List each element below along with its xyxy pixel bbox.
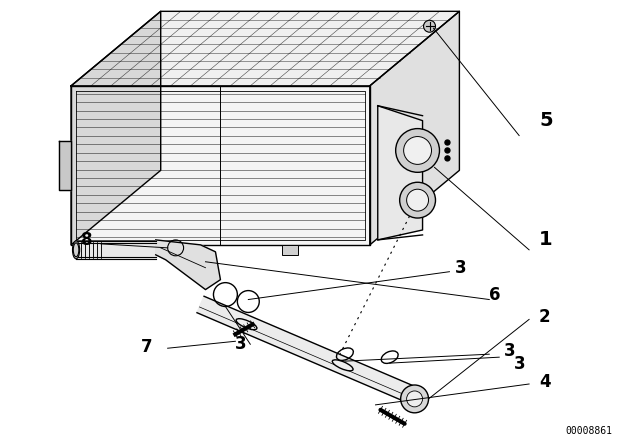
Text: 4: 4 — [539, 373, 550, 391]
Text: 00008861: 00008861 — [565, 426, 612, 436]
Circle shape — [396, 129, 440, 172]
Polygon shape — [197, 296, 413, 402]
Text: 3: 3 — [236, 335, 247, 353]
Circle shape — [401, 385, 429, 413]
Circle shape — [445, 156, 450, 161]
Polygon shape — [71, 11, 161, 245]
Text: 5: 5 — [539, 111, 553, 130]
Polygon shape — [71, 86, 370, 245]
Circle shape — [445, 148, 450, 153]
Text: 6: 6 — [489, 285, 500, 304]
Ellipse shape — [332, 360, 353, 371]
Polygon shape — [76, 241, 156, 259]
Circle shape — [406, 391, 422, 407]
Bar — [282, 245, 298, 255]
Text: 3: 3 — [504, 342, 516, 360]
Bar — [93, 245, 109, 255]
Polygon shape — [378, 106, 422, 240]
Text: 1: 1 — [539, 230, 553, 250]
Ellipse shape — [236, 319, 257, 330]
Polygon shape — [71, 11, 460, 86]
Polygon shape — [370, 11, 460, 245]
Ellipse shape — [72, 241, 79, 259]
Circle shape — [406, 189, 429, 211]
Text: 7: 7 — [141, 338, 152, 356]
Polygon shape — [156, 240, 220, 289]
Polygon shape — [76, 243, 156, 257]
Circle shape — [404, 137, 431, 164]
Ellipse shape — [73, 243, 79, 257]
Circle shape — [445, 140, 450, 145]
Text: 2: 2 — [539, 308, 550, 327]
Circle shape — [424, 20, 435, 32]
Polygon shape — [59, 141, 71, 190]
Text: 3: 3 — [514, 355, 526, 373]
Text: 8: 8 — [81, 231, 93, 249]
Circle shape — [399, 182, 435, 218]
Text: 3: 3 — [454, 259, 466, 277]
